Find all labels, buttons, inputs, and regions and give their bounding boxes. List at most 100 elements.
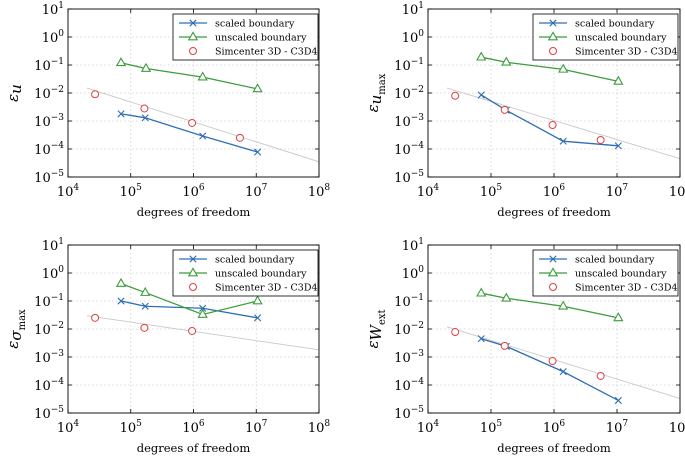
series-line-x: [481, 338, 619, 402]
data-point-circle: [500, 341, 509, 350]
legend-marker-triangle: [187, 31, 199, 41]
data-point-x: [141, 114, 149, 122]
x-tick-label: 108: [308, 183, 331, 200]
data-point-x-stroke-b: [559, 137, 567, 145]
data-point-circle: [451, 91, 460, 100]
series-line-x: [480, 94, 619, 147]
legend-marker-x-stroke-b: [189, 255, 197, 263]
chart-panel-4: 104 105 106 107 108 10−5 10−4 10−3 10−2 10−1 100 10…: [364, 237, 685, 455]
legend-entry-label: Simcenter 3D - C3D4: [215, 283, 318, 294]
legend-marker-x-stroke-b: [189, 19, 197, 27]
legend-entry-label: Simcenter 3D - C3D4: [215, 47, 318, 58]
legend-entry-label: scaled boundary: [215, 255, 295, 266]
data-point-triangle: [501, 292, 512, 302]
data-point-x-stroke-b: [199, 132, 207, 140]
data-point-x-stroke-b: [477, 91, 485, 99]
data-point-circle: [500, 105, 509, 114]
data-point-x-stroke-b: [559, 368, 567, 376]
data-point-x-stroke-b: [141, 302, 149, 310]
x-tick-label: 105: [480, 183, 503, 200]
legend-marker-x: [549, 19, 557, 27]
data-point-x: [559, 368, 567, 376]
y-tick-label: 10−2: [394, 85, 424, 102]
y-axis-label: εσmax: [4, 309, 28, 349]
legend: scaled boundary unscaled boundary Simcente…: [532, 13, 679, 61]
x-tick-label: 104: [417, 419, 440, 436]
data-point-triangle: [476, 51, 487, 61]
x-tick-label: 107: [606, 183, 629, 200]
data-point-x-stroke-b: [253, 314, 262, 322]
series-line-triangle: [481, 56, 619, 83]
data-point-x: [117, 110, 125, 118]
y-tick-label: 100: [402, 265, 425, 282]
data-point-x-stroke-b: [117, 110, 125, 118]
legend-marker-circle: [549, 47, 557, 55]
y-axis-label: εu: [4, 84, 25, 102]
data-point-triangle: [197, 71, 208, 81]
data-point-triangle: [558, 300, 569, 310]
legend-entry-label: unscaled boundary: [215, 269, 307, 280]
chart-panel-2: 104 105 106 107 108 10−5 10−4 10−3 10−2 10−1 100 10…: [364, 1, 685, 219]
y-tick-label: 101: [42, 1, 64, 18]
y-tick-label: 10−1: [34, 293, 64, 310]
legend-marker-x: [549, 255, 557, 263]
chart-panel-1: 104 105 106 107 108 10−5 10−4 10−3 10−2 10−1 100 10…: [4, 1, 330, 219]
data-point-x: [477, 91, 485, 99]
legend-entry-label: unscaled boundary: [215, 33, 307, 44]
x-tick-label: 105: [480, 419, 503, 436]
x-tick-label: 108: [669, 183, 685, 200]
y-tick-label: 10−1: [394, 293, 424, 310]
data-point-triangle: [476, 287, 487, 297]
data-point-x-stroke-b: [614, 396, 622, 405]
legend-marker-triangle: [547, 267, 559, 277]
data-point-x: [477, 335, 485, 343]
legend: scaled boundary unscaled boundary Simcente…: [172, 249, 319, 297]
data-point-x-stroke-b: [253, 148, 262, 156]
y-axis-label: εumax: [364, 73, 388, 112]
x-tick-label: 104: [417, 183, 440, 200]
data-point-triangle: [252, 83, 263, 93]
legend-entry-label: unscaled boundary: [575, 33, 667, 44]
data-point-x: [614, 396, 622, 405]
y-tick-label: 10−1: [394, 57, 424, 74]
data-point-x: [614, 142, 622, 150]
data-point-triangle: [558, 63, 569, 73]
data-point-circle: [140, 323, 149, 332]
y-tick-label: 10−4: [34, 377, 64, 394]
data-point-triangle: [140, 286, 151, 296]
x-tick-label: 107: [245, 183, 268, 200]
data-point-circle: [596, 135, 605, 144]
y-tick-label: 10−4: [34, 141, 64, 158]
chart-panel-3: 104 105 106 107 108 10−5 10−4 10−3 10−2 10−1 100 10…: [4, 237, 330, 455]
data-point-triangle: [140, 62, 152, 72]
series-line-triangle: [120, 62, 258, 90]
legend-entry-label: scaled boundary: [575, 19, 655, 30]
legend-marker-x-stroke-b: [549, 19, 557, 27]
y-tick-label: 100: [42, 265, 65, 282]
legend-entry-label: Simcenter 3D - C3D4: [575, 47, 678, 58]
data-point-circle: [596, 371, 605, 380]
data-point-x-stroke-b: [141, 114, 149, 122]
data-point-triangle: [613, 75, 624, 85]
x-axis-label: degrees of freedom: [497, 205, 611, 219]
y-axis-label: εWext: [364, 309, 388, 348]
data-point-circle: [188, 326, 197, 335]
y-tick-label: 101: [42, 237, 64, 254]
y-tick-label: 101: [402, 237, 424, 254]
legend-entry-label: scaled boundary: [575, 255, 655, 266]
y-tick-label: 100: [402, 29, 425, 46]
reference-slope-line: [446, 87, 680, 160]
data-point-circle: [548, 356, 557, 365]
data-point-x: [253, 148, 262, 156]
legend-entry-label: Simcenter 3D - C3D4: [575, 283, 678, 294]
x-tick-label: 105: [120, 183, 143, 200]
legend-marker-circle: [189, 47, 197, 55]
y-tick-label: 101: [402, 1, 424, 18]
x-tick-label: 107: [606, 419, 629, 436]
y-tick-label: 100: [42, 29, 65, 46]
data-point-x: [141, 302, 149, 310]
data-point-x-stroke-b: [117, 297, 125, 305]
x-axis-label: degrees of freedom: [497, 441, 611, 455]
y-tick-label: 10−5: [34, 169, 64, 186]
